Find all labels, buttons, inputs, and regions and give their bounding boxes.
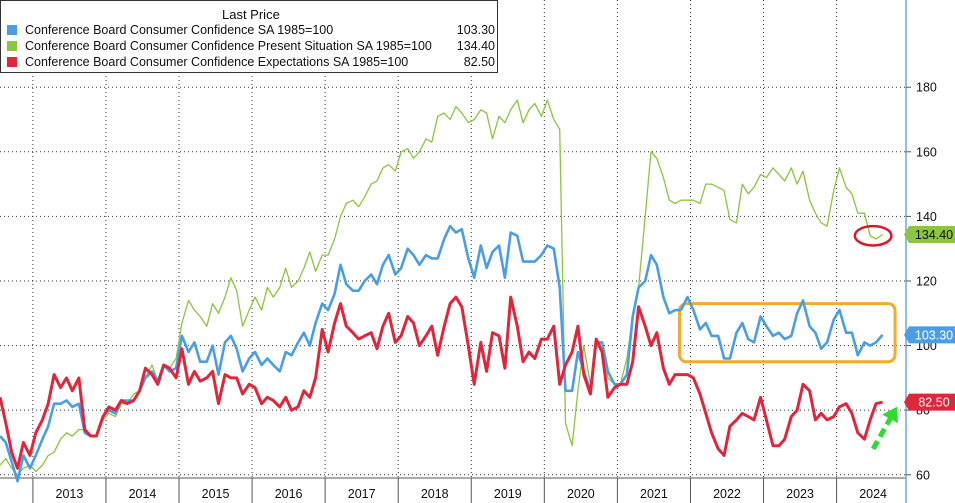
x-tick-label: 2021 xyxy=(640,487,668,501)
x-tick-label: 2018 xyxy=(421,487,449,501)
x-tick-label: 2024 xyxy=(859,487,887,501)
last-value-tag xyxy=(904,393,955,411)
x-tick-label: 2022 xyxy=(713,487,741,501)
legend-header: Last Price xyxy=(222,7,280,22)
dashed-arrow-shaft xyxy=(870,417,893,451)
y-tick-label: 160 xyxy=(916,145,937,159)
highlight-box xyxy=(678,302,897,364)
legend-value: 134.40 xyxy=(456,39,495,53)
dashed-arrow-head xyxy=(882,406,898,424)
y-tick-label: 120 xyxy=(916,274,937,288)
x-tick-label: 2023 xyxy=(786,487,814,501)
legend-swatch-blue xyxy=(7,25,17,35)
legend-item-present-situation: Conference Board Consumer Confidence Pre… xyxy=(7,39,495,54)
last-value-label: 103.30 xyxy=(915,328,953,342)
x-tick-label: 2013 xyxy=(56,487,84,501)
series-line-0 xyxy=(0,224,884,483)
x-tick-label: 2016 xyxy=(275,487,303,501)
legend-item-expectations: Conference Board Consumer Confidence Exp… xyxy=(7,55,495,70)
x-tick-label: 2014 xyxy=(129,487,157,501)
legend-label: Conference Board Consumer Confidence SA … xyxy=(25,23,334,37)
x-tick-label: 2019 xyxy=(494,487,522,501)
last-value-label: 82.50 xyxy=(918,396,949,410)
legend-label: Conference Board Consumer Confidence Pre… xyxy=(25,39,432,53)
series-line-2 xyxy=(0,295,883,470)
y-tick-label: 60 xyxy=(916,468,930,482)
highlight-ellipse xyxy=(853,224,893,247)
last-value-tag xyxy=(904,225,955,243)
last-value-tag xyxy=(904,326,955,344)
legend-label: Conference Board Consumer Confidence Exp… xyxy=(25,55,409,69)
legend-value: 103.30 xyxy=(456,23,495,37)
legend-item-consumer-confidence: Conference Board Consumer Confidence SA … xyxy=(7,23,495,38)
legend-swatch-red xyxy=(7,57,17,67)
last-value-label: 134.40 xyxy=(915,228,953,242)
legend: Last Price Conference Board Consumer Con… xyxy=(0,0,498,73)
legend-swatch-green xyxy=(7,41,17,51)
x-tick-label: 2015 xyxy=(202,487,230,501)
x-tick-label: 2020 xyxy=(567,487,595,501)
legend-value: 82.50 xyxy=(463,55,495,69)
x-tick-label: 2017 xyxy=(348,487,376,501)
y-tick-label: 180 xyxy=(916,81,937,95)
y-tick-label: 140 xyxy=(916,210,937,224)
